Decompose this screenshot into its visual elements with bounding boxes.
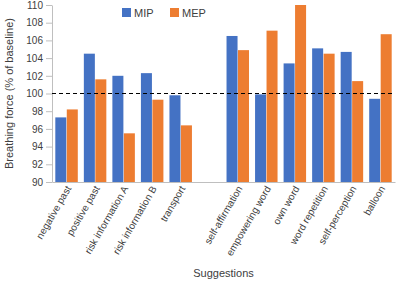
x-tick: risk information B <box>111 182 159 256</box>
legend-swatch <box>170 8 179 17</box>
x-tick: self-perception <box>316 182 358 246</box>
bar <box>369 99 380 182</box>
y-axis-title: Breathing force (% of baseline) <box>3 18 15 169</box>
y-tick-mark <box>46 23 52 24</box>
bar <box>169 95 180 182</box>
y-tick: 98 <box>32 106 52 117</box>
x-tick-label: risk information B <box>111 184 159 257</box>
bar <box>55 117 66 182</box>
bar <box>352 81 363 182</box>
x-tick-label: self-perception <box>316 184 358 246</box>
y-tick: 104 <box>26 53 52 64</box>
x-axis: negative pastpositive pastrisk informati… <box>34 182 395 258</box>
y-tick-mark <box>46 129 52 130</box>
bar <box>67 109 78 182</box>
y-tick-label: 108 <box>26 17 43 28</box>
y-tick-mark <box>46 5 52 6</box>
legend-item: MIP <box>122 7 154 19</box>
x-tick: empowering word <box>224 182 273 258</box>
x-tick-label: balloon <box>362 184 388 217</box>
bar <box>181 125 192 182</box>
x-tick-label: own word <box>271 184 302 227</box>
y-tick-label: 110 <box>27 0 43 11</box>
y-tick-mark <box>46 147 52 148</box>
y-tick-label: 102 <box>26 71 43 82</box>
y-tick: 90 <box>32 177 52 188</box>
bar <box>255 94 266 182</box>
y-tick-mark <box>46 94 52 95</box>
bar <box>112 76 123 182</box>
legend: MIP MEP <box>122 7 206 19</box>
y-tick: 110 <box>27 0 52 11</box>
bar <box>341 52 352 182</box>
bar <box>284 63 295 182</box>
y-tick-mark <box>46 182 52 183</box>
bar <box>267 31 278 182</box>
bar <box>324 54 335 182</box>
y-axis: 90 92 94 96 98 100 102 104 106 108 110 <box>26 0 52 188</box>
y-tick-mark <box>46 76 52 77</box>
bar <box>312 48 323 182</box>
y-tick: 92 <box>32 159 52 170</box>
x-axis-line <box>53 182 396 183</box>
x-tick-label: empowering word <box>224 184 273 258</box>
y-tick-mark <box>46 164 52 165</box>
reference-line <box>52 93 395 94</box>
bar <box>141 73 152 182</box>
y-tick: 96 <box>32 124 52 135</box>
y-tick-mark <box>46 111 52 112</box>
y-tick: 102 <box>26 71 52 82</box>
y-tick: 94 <box>32 141 52 152</box>
legend-label: MIP <box>134 7 154 19</box>
plot-area <box>52 5 395 182</box>
chart: 90 92 94 96 98 100 102 104 106 108 110 negative pas… <box>0 0 400 281</box>
y-tick: 108 <box>26 17 52 28</box>
y-tick: 106 <box>26 35 52 46</box>
x-tick: balloon <box>362 182 388 217</box>
legend-item: MEP <box>170 7 206 19</box>
x-tick: own word <box>271 182 302 226</box>
x-tick: transport <box>158 182 187 224</box>
x-axis-title: Suggestions <box>193 267 254 279</box>
y-tick-label: 104 <box>26 53 43 64</box>
bar <box>95 79 106 182</box>
y-tick-label: 92 <box>32 159 44 170</box>
x-tick-label: transport <box>158 184 187 224</box>
y-tick-label: 106 <box>26 35 43 46</box>
y-tick-mark <box>46 40 52 41</box>
y-tick-label: 96 <box>32 124 44 135</box>
bar <box>227 36 238 182</box>
y-tick-label: 90 <box>32 177 44 188</box>
y-tick-label: 94 <box>32 141 44 152</box>
bar <box>381 34 392 182</box>
legend-label: MEP <box>182 7 206 19</box>
bar <box>124 133 135 182</box>
y-tick-label: 100 <box>26 88 43 99</box>
bar <box>152 100 163 182</box>
bar <box>84 54 95 182</box>
legend-swatch <box>122 8 131 17</box>
bar <box>238 50 249 182</box>
y-tick: 100 <box>26 88 52 99</box>
y-tick-label: 98 <box>32 106 44 117</box>
y-tick-mark <box>46 58 52 59</box>
